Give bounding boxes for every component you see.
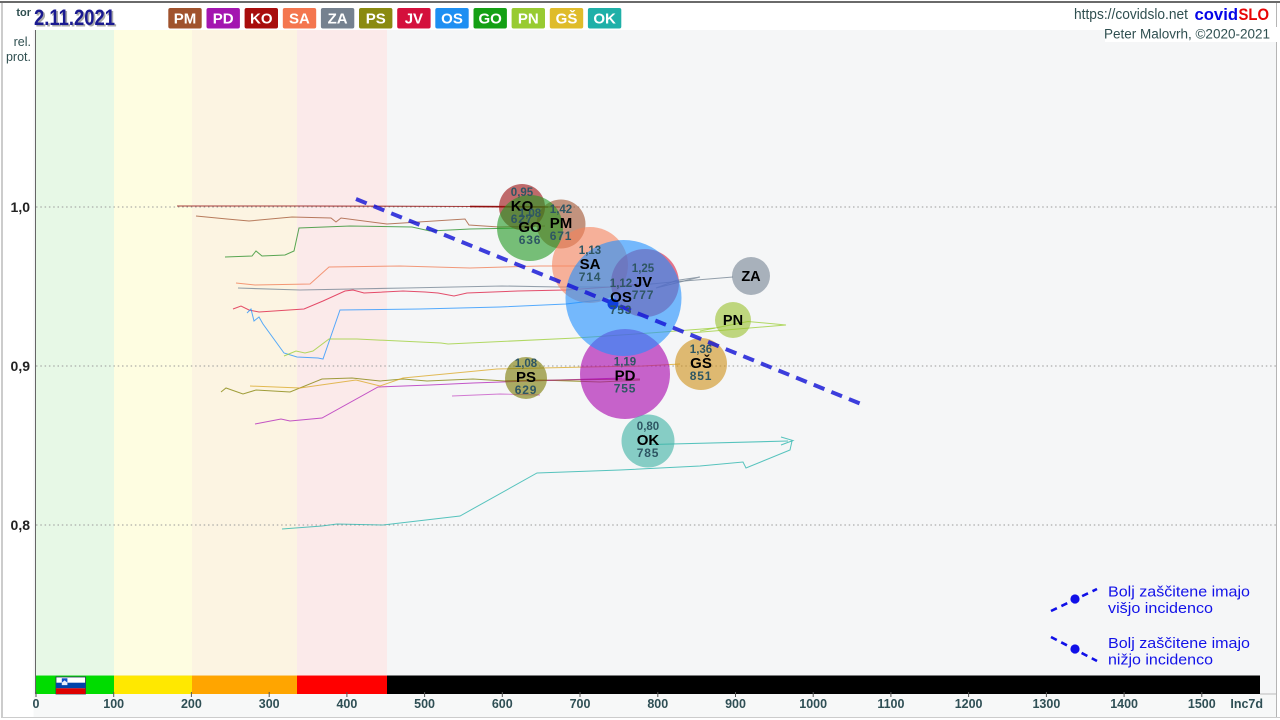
svg-text:PS: PS <box>516 369 536 386</box>
svg-text:100: 100 <box>103 697 124 711</box>
svg-text:755: 755 <box>614 382 636 396</box>
svg-text:1,19: 1,19 <box>614 357 636 369</box>
svg-text:Bolj zaščitene imajo: Bolj zaščitene imajo <box>1108 584 1250 601</box>
svg-text:ZA: ZA <box>328 11 348 28</box>
svg-text:700: 700 <box>570 697 591 711</box>
svg-text:753: 753 <box>610 303 632 317</box>
svg-text:1400: 1400 <box>1110 697 1138 711</box>
svg-text:800: 800 <box>647 697 668 711</box>
svg-text:KO: KO <box>250 11 273 28</box>
svg-text:400: 400 <box>336 697 357 711</box>
svg-text:prot.: prot. <box>6 50 31 64</box>
svg-text:2.11.2021: 2.11.2021 <box>34 5 115 30</box>
svg-text:1,13: 1,13 <box>579 245 601 257</box>
svg-text:600: 600 <box>492 697 513 711</box>
svg-text:covid: covid <box>1195 5 1239 24</box>
svg-text:714: 714 <box>579 270 601 284</box>
svg-text:višjo incidenco: višjo incidenco <box>1108 600 1213 617</box>
svg-text:636: 636 <box>519 233 541 247</box>
svg-text:GO: GO <box>518 219 542 236</box>
svg-text:500: 500 <box>414 697 435 711</box>
svg-text:627: 627 <box>511 212 533 226</box>
svg-text:1300: 1300 <box>1032 697 1060 711</box>
svg-text:300: 300 <box>259 697 280 711</box>
svg-text:tor: tor <box>16 7 31 19</box>
svg-text:629: 629 <box>515 383 537 397</box>
svg-text:0,9: 0,9 <box>11 358 31 374</box>
svg-text:PD: PD <box>213 11 234 28</box>
svg-text:KO: KO <box>511 198 534 215</box>
svg-text:https://covidslo.net: https://covidslo.net <box>1074 6 1189 23</box>
svg-text:1,08: 1,08 <box>519 208 542 220</box>
svg-text:900: 900 <box>725 697 746 711</box>
svg-text:1200: 1200 <box>955 697 983 711</box>
svg-text:JV: JV <box>634 274 652 291</box>
svg-text:200: 200 <box>181 697 202 711</box>
svg-text:777: 777 <box>632 288 654 302</box>
svg-text:Bolj zaščitene imajo: Bolj zaščitene imajo <box>1108 635 1250 652</box>
svg-text:2.11.2021: 2.11.2021 <box>36 7 117 32</box>
svg-text:0: 0 <box>33 697 40 711</box>
svg-text:GO: GO <box>479 11 503 28</box>
svg-text:1100: 1100 <box>877 697 904 711</box>
svg-text:1,0: 1,0 <box>11 199 31 215</box>
svg-text:1500: 1500 <box>1188 697 1216 711</box>
svg-text:OK: OK <box>593 11 616 28</box>
svg-text:SLO: SLO <box>1239 5 1270 24</box>
svg-text:PD: PD <box>615 368 636 385</box>
svg-text:JV: JV <box>405 11 423 28</box>
svg-text:SA: SA <box>289 11 310 28</box>
svg-text:ZA: ZA <box>741 269 761 285</box>
svg-text:1,12: 1,12 <box>610 278 632 290</box>
svg-text:0,8: 0,8 <box>11 517 31 533</box>
svg-text:0,95: 0,95 <box>511 187 534 199</box>
svg-text:1,42: 1,42 <box>550 204 572 216</box>
svg-text:1000: 1000 <box>799 697 827 711</box>
svg-text:PN: PN <box>518 11 539 28</box>
svg-text:GŠ: GŠ <box>690 354 712 372</box>
svg-text:1,08: 1,08 <box>515 358 538 370</box>
svg-text:851: 851 <box>690 369 712 383</box>
svg-text:PS: PS <box>366 11 386 28</box>
svg-text:PM: PM <box>174 11 197 28</box>
svg-text:rel.: rel. <box>14 35 31 49</box>
svg-text:671: 671 <box>550 229 572 243</box>
svg-text:PN: PN <box>723 313 743 329</box>
svg-text:GŠ: GŠ <box>556 10 578 28</box>
svg-text:OS: OS <box>441 11 463 28</box>
svg-text:OK: OK <box>637 432 660 449</box>
svg-text:785: 785 <box>637 446 659 460</box>
svg-text:1,36: 1,36 <box>690 344 712 356</box>
svg-text:0,80: 0,80 <box>637 421 659 433</box>
svg-text:SA: SA <box>580 256 601 273</box>
svg-text:1,25: 1,25 <box>632 263 655 275</box>
svg-text:Peter Malovrh, ©2020-2021: Peter Malovrh, ©2020-2021 <box>1104 27 1270 42</box>
svg-text:nižjo incidenco: nižjo incidenco <box>1108 652 1213 669</box>
svg-text:PM: PM <box>550 215 573 232</box>
svg-text:OS: OS <box>610 289 632 306</box>
svg-text:Inc7d: Inc7d <box>1230 697 1263 711</box>
